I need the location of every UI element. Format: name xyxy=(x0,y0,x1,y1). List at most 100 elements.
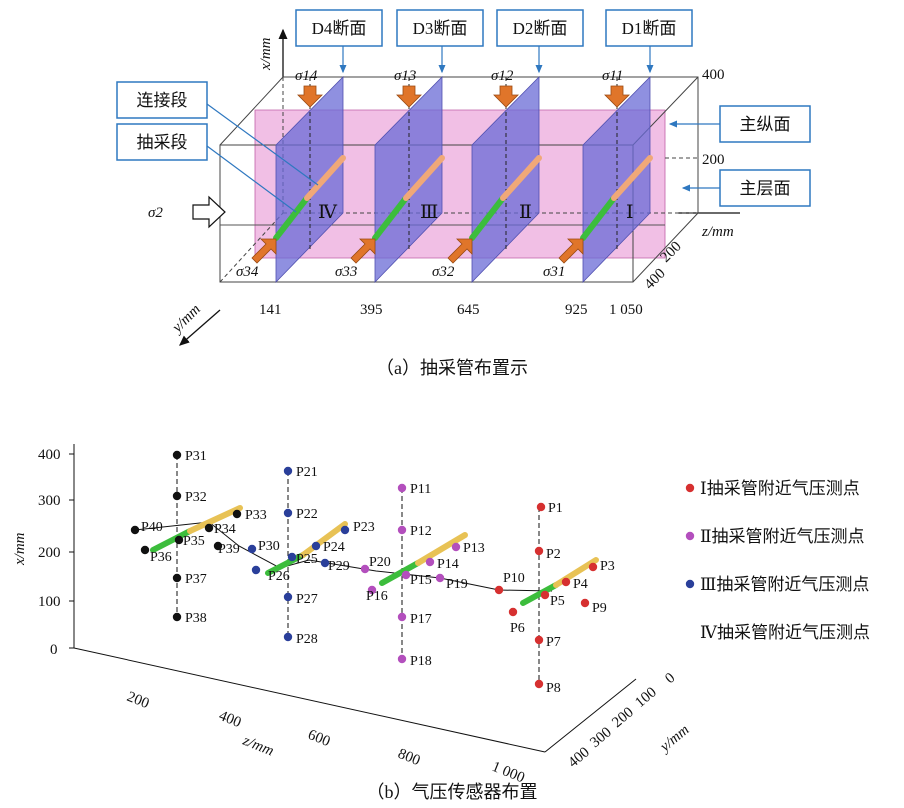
label-p20: P20 xyxy=(369,555,391,570)
stress-label-31: σ31 xyxy=(543,264,565,280)
point-p36 xyxy=(140,545,150,555)
b-x-tick-100: 100 xyxy=(38,594,61,610)
point-p19 xyxy=(435,573,445,583)
label-p5: P5 xyxy=(550,594,565,609)
b-y-tick-100: 100 xyxy=(632,684,660,711)
point-p8 xyxy=(534,679,544,689)
cross-sections xyxy=(275,76,651,283)
point-p25 xyxy=(287,552,297,562)
label-p22: P22 xyxy=(296,507,318,522)
extraction-pipes xyxy=(273,155,653,241)
section-d4-label: D4断面 xyxy=(312,19,367,38)
label-p4: P4 xyxy=(573,577,588,592)
caption-b: （b）气压传感器布置 xyxy=(367,782,538,802)
legend-marker-ii xyxy=(685,531,695,541)
label-p40: P40 xyxy=(141,520,163,535)
point-p26 xyxy=(251,565,261,575)
legend-label-ii: Ⅱ抽采管附近气压测点 xyxy=(700,527,865,546)
section-callouts xyxy=(295,9,693,74)
side-stress-arrow xyxy=(192,195,226,229)
b-connection-line xyxy=(134,521,553,592)
b-column-lines xyxy=(176,455,540,684)
legend-marker-iii xyxy=(685,579,695,589)
z-tick-925: 925 xyxy=(565,302,588,318)
connect-leader xyxy=(206,103,319,186)
label-p27: P27 xyxy=(296,592,318,607)
point-p38 xyxy=(172,612,182,622)
label-p36: P36 xyxy=(150,550,172,565)
point-p34 xyxy=(204,523,214,533)
connect-segment-label: 连接段 xyxy=(137,91,188,110)
stress-label-32: σ32 xyxy=(432,264,455,280)
z-tick-141: 141 xyxy=(259,302,282,318)
x-tick-400: 400 xyxy=(702,67,725,83)
stress-label-12: σ12 xyxy=(491,68,514,84)
z-tick-645: 645 xyxy=(457,302,480,318)
section-d2-label: D2断面 xyxy=(513,19,568,38)
b-z-tick-200: 200 xyxy=(125,689,152,712)
point-p32 xyxy=(172,491,182,501)
legend-label-i: Ⅰ抽采管附近气压测点 xyxy=(700,479,860,498)
pipe-label-iv: Ⅳ xyxy=(318,202,338,223)
label-p11: P11 xyxy=(410,482,431,497)
section-d3-label: D3断面 xyxy=(413,19,468,38)
point-p1 xyxy=(536,502,546,512)
point-p9 xyxy=(580,598,590,608)
b-y-tick-0: 0 xyxy=(662,670,678,687)
point-p40 xyxy=(130,525,140,535)
point-p10 xyxy=(494,585,504,595)
label-p21: P21 xyxy=(296,465,318,480)
b-z-axis-label: z/mm xyxy=(240,732,276,759)
label-p37: P37 xyxy=(185,572,207,587)
main-long-callout-box xyxy=(719,105,811,143)
label-p1: P1 xyxy=(548,501,563,516)
pipe-label-iii: Ⅲ xyxy=(420,202,438,223)
point-p3 xyxy=(588,562,598,572)
label-p18: P18 xyxy=(410,654,432,669)
label-p29: P29 xyxy=(328,559,350,574)
section-d1-label: D1断面 xyxy=(622,19,677,38)
x-axis-label-a: x/mm xyxy=(258,37,274,71)
point-p23 xyxy=(340,525,350,535)
point-p22 xyxy=(283,508,293,518)
point-p33 xyxy=(232,509,242,519)
b-y-tick-200: 200 xyxy=(609,704,637,731)
b-points xyxy=(130,450,598,689)
label-p38: P38 xyxy=(185,611,207,626)
point-p27 xyxy=(283,592,293,602)
label-p8: P8 xyxy=(546,681,561,696)
label-p3: P3 xyxy=(600,559,615,574)
label-p31: P31 xyxy=(185,449,207,464)
label-p12: P12 xyxy=(410,524,432,539)
point-p31 xyxy=(172,450,182,460)
label-p6: P6 xyxy=(510,621,525,636)
point-p7 xyxy=(534,635,544,645)
x-tick-200: 200 xyxy=(702,152,725,168)
legend-marker-i xyxy=(685,483,695,493)
extract-callout-box xyxy=(116,123,208,161)
b-y-axis-label: y/mm xyxy=(656,722,693,757)
pipe-label-i: Ⅰ xyxy=(626,202,634,223)
extract-segment-label: 抽采段 xyxy=(137,133,188,152)
point-p20 xyxy=(360,564,370,574)
pipe-i xyxy=(580,155,653,241)
point-p15 xyxy=(401,570,411,580)
label-p35: P35 xyxy=(183,534,205,549)
point-p2 xyxy=(534,546,544,556)
z-tick-395: 395 xyxy=(360,302,383,318)
y-axis-arrow xyxy=(179,309,221,346)
legend-label-iv: Ⅳ抽采管附近气压测点 xyxy=(700,623,870,642)
y-axis-label-a: y/mm xyxy=(168,301,204,337)
pipe-iii xyxy=(372,155,445,241)
point-p13 xyxy=(451,542,461,552)
b-z-tick-800: 800 xyxy=(396,746,423,769)
b-z-tick-400: 400 xyxy=(217,708,244,731)
panel-a: x/mm y/mm z/mm xyxy=(116,9,811,378)
label-p28: P28 xyxy=(296,632,318,647)
label-p14: P14 xyxy=(437,557,459,572)
point-p4 xyxy=(561,577,571,587)
label-p19: P19 xyxy=(446,577,468,592)
stress-label-33: σ33 xyxy=(335,264,357,280)
main-layer-callout-box xyxy=(719,169,811,207)
